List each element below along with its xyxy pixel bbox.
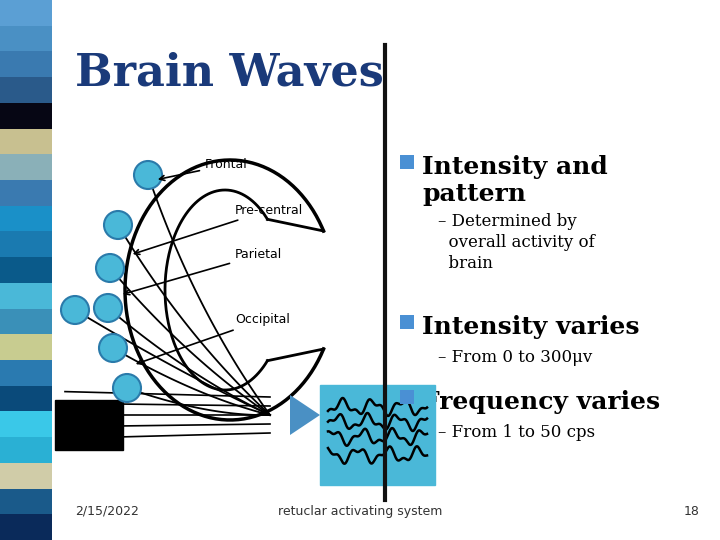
Circle shape bbox=[99, 334, 127, 362]
Text: retuclar activating system: retuclar activating system bbox=[278, 505, 442, 518]
Text: 2/15/2022: 2/15/2022 bbox=[75, 505, 139, 518]
Bar bbox=[0, 283, 52, 308]
Bar bbox=[0, 180, 52, 206]
Circle shape bbox=[61, 296, 89, 324]
Bar bbox=[0, 206, 52, 232]
Bar bbox=[0, 489, 52, 514]
Text: Intensity varies: Intensity varies bbox=[422, 315, 639, 339]
Bar bbox=[400, 155, 414, 169]
Bar bbox=[0, 51, 52, 77]
Text: Intensity and
pattern: Intensity and pattern bbox=[422, 155, 608, 206]
Bar bbox=[0, 463, 52, 489]
Bar bbox=[0, 411, 52, 437]
Bar bbox=[0, 437, 52, 463]
Bar bbox=[0, 26, 52, 51]
Circle shape bbox=[94, 294, 122, 322]
Text: – From 0 to 300μv: – From 0 to 300μv bbox=[438, 349, 593, 366]
Text: Pre-central: Pre-central bbox=[135, 204, 303, 254]
Text: – From 1 to 50 cps: – From 1 to 50 cps bbox=[438, 424, 595, 441]
Text: Frontal: Frontal bbox=[160, 159, 248, 180]
Bar bbox=[400, 315, 414, 329]
Bar bbox=[0, 514, 52, 540]
Bar bbox=[0, 386, 52, 411]
Bar bbox=[0, 129, 52, 154]
Text: Occipital: Occipital bbox=[138, 314, 290, 364]
Circle shape bbox=[134, 161, 162, 189]
Bar bbox=[0, 154, 52, 180]
Circle shape bbox=[104, 211, 132, 239]
Bar bbox=[0, 77, 52, 103]
Bar bbox=[0, 103, 52, 129]
Bar bbox=[0, 308, 52, 334]
Bar bbox=[0, 257, 52, 283]
Bar bbox=[0, 232, 52, 257]
Bar bbox=[0, 360, 52, 386]
Text: 18: 18 bbox=[684, 505, 700, 518]
Bar bbox=[0, 0, 52, 26]
Circle shape bbox=[96, 254, 124, 282]
Bar bbox=[320, 385, 435, 485]
Bar bbox=[400, 390, 414, 404]
Text: – Determined by
  overall activity of
  brain: – Determined by overall activity of brai… bbox=[438, 213, 595, 272]
Text: Parietal: Parietal bbox=[125, 248, 282, 295]
Bar bbox=[55, 400, 123, 450]
Bar bbox=[0, 334, 52, 360]
Text: Brain Waves: Brain Waves bbox=[75, 52, 384, 95]
Polygon shape bbox=[290, 395, 320, 435]
Circle shape bbox=[113, 374, 141, 402]
Text: Frequency varies: Frequency varies bbox=[422, 390, 660, 414]
